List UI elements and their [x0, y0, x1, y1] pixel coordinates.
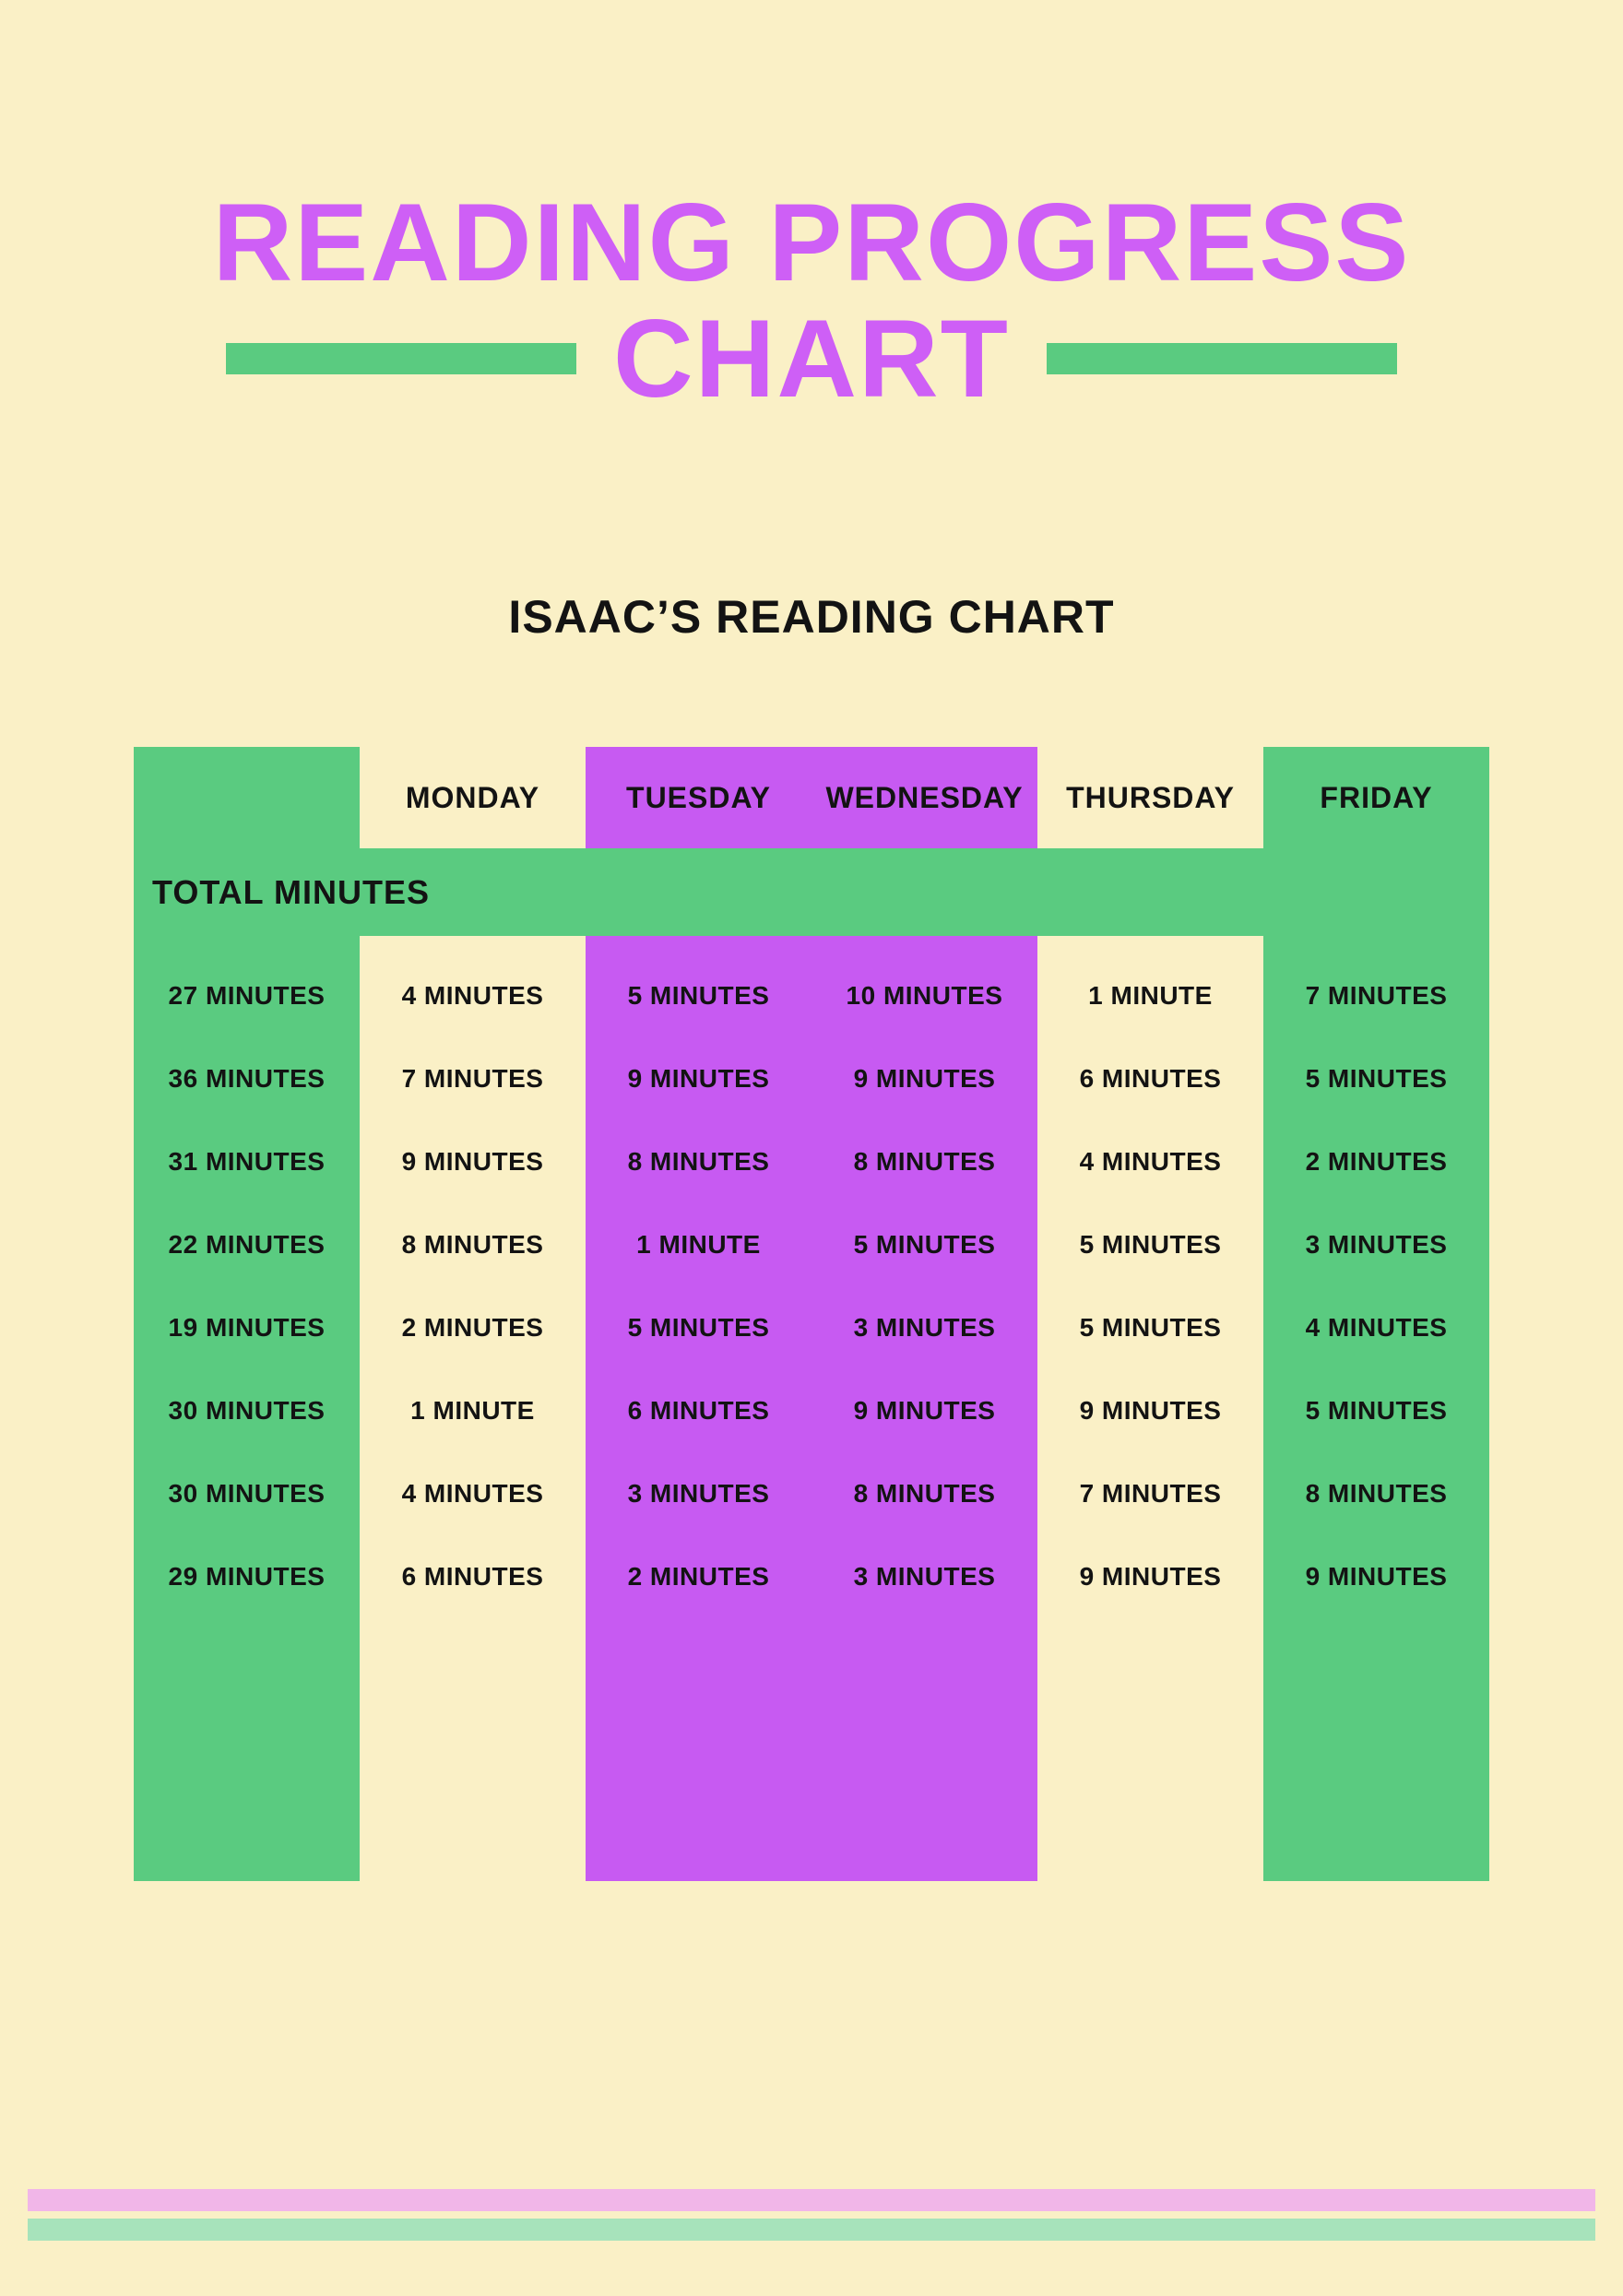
- table-cell: 5 MINUTES: [586, 981, 812, 1011]
- page: READING PROGRESS CHART ISAAC’S READING C…: [0, 0, 1623, 2296]
- table-cell: 9 MINUTES: [812, 1396, 1037, 1426]
- table-row: 29 MINUTES6 MINUTES2 MINUTES3 MINUTES9 M…: [134, 1535, 1489, 1618]
- table-cell: 4 MINUTES: [1263, 1313, 1489, 1343]
- subtitle: ISAAC’S READING CHART: [0, 590, 1623, 644]
- footer-stripe-pink: [28, 2189, 1595, 2211]
- th-monday: MONDAY: [360, 747, 586, 848]
- th-friday: FRIDAY: [1263, 747, 1489, 848]
- th-tuesday: TUESDAY: [586, 747, 812, 848]
- table-cell: 7 MINUTES: [1037, 1479, 1263, 1509]
- title-line2: CHART: [613, 301, 1010, 417]
- footer-stripes: [28, 2182, 1595, 2241]
- table-cell: 9 MINUTES: [812, 1064, 1037, 1094]
- table-cell: 9 MINUTES: [1263, 1562, 1489, 1592]
- table-cell: 19 MINUTES: [134, 1313, 360, 1343]
- th-total: [134, 747, 360, 848]
- title-block: READING PROGRESS CHART: [0, 184, 1623, 417]
- table-row: 27 MINUTES4 MINUTES5 MINUTES10 MINUTES1 …: [134, 954, 1489, 1037]
- table-row: 22 MINUTES8 MINUTES1 MINUTE5 MINUTES5 MI…: [134, 1203, 1489, 1286]
- table-cell: 8 MINUTES: [1263, 1479, 1489, 1509]
- section-band: TOTAL MINUTES: [134, 848, 1489, 936]
- table-row: 36 MINUTES7 MINUTES9 MINUTES9 MINUTES6 M…: [134, 1037, 1489, 1120]
- table-cell: 4 MINUTES: [360, 981, 586, 1011]
- title-line1: READING PROGRESS: [0, 184, 1623, 301]
- table-cell: 36 MINUTES: [134, 1064, 360, 1094]
- table-cell: 9 MINUTES: [1037, 1562, 1263, 1592]
- th-thursday: THURSDAY: [1037, 747, 1263, 848]
- th-wednesday: WEDNESDAY: [812, 747, 1037, 848]
- table-cell: 2 MINUTES: [360, 1313, 586, 1343]
- table-cell: 27 MINUTES: [134, 981, 360, 1011]
- table-header-row: MONDAY TUESDAY WEDNESDAY THURSDAY FRIDAY: [134, 747, 1489, 848]
- table-cell: 9 MINUTES: [360, 1147, 586, 1177]
- table-cell: 5 MINUTES: [812, 1230, 1037, 1260]
- table-cell: 1 MINUTE: [360, 1396, 586, 1426]
- title-rule-right: [1047, 343, 1397, 374]
- table-cell: 6 MINUTES: [360, 1562, 586, 1592]
- table-cell: 5 MINUTES: [586, 1313, 812, 1343]
- table-cell: 5 MINUTES: [1263, 1396, 1489, 1426]
- reading-table: MONDAY TUESDAY WEDNESDAY THURSDAY FRIDAY…: [134, 747, 1489, 1881]
- table-cell: 3 MINUTES: [812, 1313, 1037, 1343]
- table-cell: 3 MINUTES: [586, 1479, 812, 1509]
- table-row: 30 MINUTES4 MINUTES3 MINUTES8 MINUTES7 M…: [134, 1452, 1489, 1535]
- table-cell: 9 MINUTES: [1037, 1396, 1263, 1426]
- table-cell: 1 MINUTE: [586, 1230, 812, 1260]
- table-cell: 2 MINUTES: [586, 1562, 812, 1592]
- table-cell: 10 MINUTES: [812, 981, 1037, 1011]
- table-cell: 4 MINUTES: [360, 1479, 586, 1509]
- title-rule-left: [226, 343, 576, 374]
- footer-stripe-green: [28, 2219, 1595, 2241]
- table-cell: 3 MINUTES: [812, 1562, 1037, 1592]
- table-cell: 4 MINUTES: [1037, 1147, 1263, 1177]
- table-cell: 8 MINUTES: [812, 1479, 1037, 1509]
- table-cell: 8 MINUTES: [360, 1230, 586, 1260]
- table-cell: 3 MINUTES: [1263, 1230, 1489, 1260]
- table-cell: 1 MINUTE: [1037, 981, 1263, 1011]
- table-cell: 7 MINUTES: [1263, 981, 1489, 1011]
- table-row: 19 MINUTES2 MINUTES5 MINUTES3 MINUTES5 M…: [134, 1286, 1489, 1369]
- table-cell: 30 MINUTES: [134, 1396, 360, 1426]
- table-cell: 6 MINUTES: [1037, 1064, 1263, 1094]
- table-cell: 5 MINUTES: [1263, 1064, 1489, 1094]
- title-rule-row: CHART: [0, 301, 1623, 417]
- section-label: TOTAL MINUTES: [134, 873, 430, 912]
- table-row: 31 MINUTES9 MINUTES8 MINUTES8 MINUTES4 M…: [134, 1120, 1489, 1203]
- table-cell: 6 MINUTES: [586, 1396, 812, 1426]
- table-cell: 22 MINUTES: [134, 1230, 360, 1260]
- table-body: 27 MINUTES4 MINUTES5 MINUTES10 MINUTES1 …: [134, 954, 1489, 1618]
- table-cell: 5 MINUTES: [1037, 1230, 1263, 1260]
- table-cell: 31 MINUTES: [134, 1147, 360, 1177]
- table-cell: 8 MINUTES: [812, 1147, 1037, 1177]
- table-row: 30 MINUTES1 MINUTE6 MINUTES9 MINUTES9 MI…: [134, 1369, 1489, 1452]
- table-cell: 5 MINUTES: [1037, 1313, 1263, 1343]
- table-cell: 30 MINUTES: [134, 1479, 360, 1509]
- table-cell: 2 MINUTES: [1263, 1147, 1489, 1177]
- table-cell: 9 MINUTES: [586, 1064, 812, 1094]
- table-cell: 8 MINUTES: [586, 1147, 812, 1177]
- table-cell: 7 MINUTES: [360, 1064, 586, 1094]
- table-cell: 29 MINUTES: [134, 1562, 360, 1592]
